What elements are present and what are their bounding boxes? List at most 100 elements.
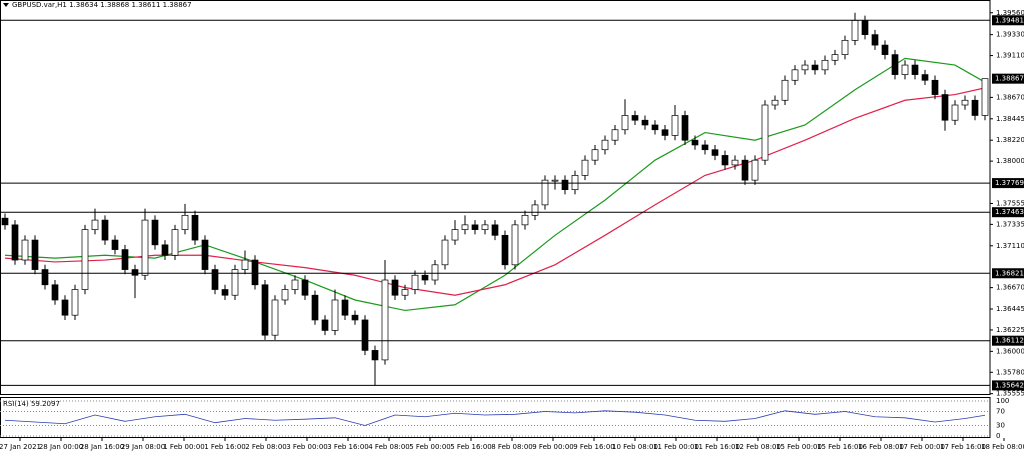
candle-body <box>101 219 109 241</box>
candle-body <box>741 159 749 181</box>
price-label: 1.38867 <box>995 75 1024 83</box>
y-tick-label: 1.38445 <box>996 115 1024 123</box>
y-tick-label: 1.39330 <box>996 31 1024 39</box>
y-tick-label: 1.37335 <box>996 220 1024 228</box>
y-tick-label: 1.38670 <box>996 93 1024 101</box>
candle-body <box>501 234 509 266</box>
candle-body <box>31 239 39 270</box>
x-tick-label: 11 Feb 00:00 <box>653 443 699 451</box>
candle-body <box>61 299 69 316</box>
candle-body <box>21 239 29 261</box>
candle-body <box>671 115 679 136</box>
candle-body <box>281 289 289 301</box>
candle-body <box>701 144 709 151</box>
candle-body <box>401 289 409 296</box>
candle-body <box>441 239 449 266</box>
candle-body <box>111 239 119 250</box>
candle-body <box>761 104 769 161</box>
candle-body <box>191 214 199 241</box>
candle-body <box>831 54 839 61</box>
candle-body <box>391 279 399 296</box>
candle-body <box>151 219 159 246</box>
candle-body <box>581 159 589 176</box>
x-tick-label: 1 Feb 00:00 <box>163 443 204 451</box>
candle-body <box>251 259 259 286</box>
candle-body <box>451 229 459 241</box>
rsi-frame <box>0 397 991 438</box>
candle-body <box>861 20 869 35</box>
candle-body <box>781 79 789 101</box>
candle-body <box>241 259 249 270</box>
candle-body <box>131 269 139 276</box>
x-tick-label: 3 Feb 16:00 <box>327 443 368 451</box>
x-tick-label: 10 Feb 08:00 <box>612 443 658 451</box>
candle-body <box>771 99 779 106</box>
candle-body <box>91 219 99 230</box>
level-label-box <box>992 335 1024 346</box>
x-tick-label: 2 Feb 08:00 <box>245 443 286 451</box>
candle-body <box>271 299 279 336</box>
candle-body <box>331 299 339 331</box>
x-tick-label: 15 Feb 00:00 <box>776 443 822 451</box>
level-label: 1.36112 <box>995 337 1024 345</box>
level-label: 1.37769 <box>995 179 1024 187</box>
candle-body <box>981 78 989 116</box>
y-tick-label: 1.36000 <box>996 347 1024 355</box>
candle-body <box>411 274 419 290</box>
candle-body <box>171 229 179 256</box>
candle-body <box>971 99 979 116</box>
candle-body <box>341 299 349 316</box>
candle-body <box>531 204 539 216</box>
y-tick-label: 1.35780 <box>996 368 1024 376</box>
candle-body <box>871 34 879 46</box>
rsi-line <box>4 410 986 426</box>
candle-body <box>201 239 209 270</box>
candle-body <box>11 224 19 261</box>
candle-body <box>631 115 639 121</box>
x-tick-label: 16 Feb 08:00 <box>858 443 904 451</box>
candle-body <box>301 279 309 296</box>
candle-body <box>521 214 529 226</box>
y-tick-label: 1.35555 <box>996 390 1024 398</box>
y-tick-label: 1.36225 <box>996 326 1024 334</box>
candle-body <box>461 224 469 230</box>
candle-body <box>261 284 269 336</box>
candle-body <box>951 104 959 121</box>
candle-body <box>231 269 239 296</box>
candle-body <box>421 274 429 281</box>
candle-body <box>921 74 929 81</box>
x-tick-label: 8 Feb 08:00 <box>491 443 532 451</box>
candle-body <box>561 179 569 191</box>
x-tick-label: 9 Feb 16:00 <box>573 443 614 451</box>
x-tick-label: 5 Feb 16:00 <box>450 443 491 451</box>
x-tick-label: 12 Feb 08:00 <box>735 443 781 451</box>
candle-body <box>81 229 89 290</box>
x-tick-label: 27 Jan 2021 <box>0 443 41 451</box>
x-tick-label: 18 Feb 08:00 <box>981 443 1024 451</box>
candle-body <box>851 20 859 41</box>
candle-body <box>571 175 579 191</box>
candle-body <box>731 159 739 166</box>
level-label-box <box>992 268 1024 279</box>
x-tick-label: 3 Feb 00:00 <box>286 443 327 451</box>
x-tick-label: 28 Jan 00:00 <box>39 443 83 451</box>
candle-body <box>311 294 319 321</box>
candle-body <box>211 269 219 290</box>
candle-body <box>471 224 479 230</box>
y-tick-label: 1.39110 <box>996 52 1024 60</box>
level-label-box <box>992 207 1024 218</box>
candle-body <box>751 159 759 181</box>
menu-arrow[interactable] <box>3 3 9 7</box>
level-label: 1.35642 <box>995 381 1024 389</box>
candle-body <box>291 279 299 290</box>
candle-body <box>491 224 499 236</box>
candle-body <box>351 314 359 321</box>
candle-body <box>941 94 949 121</box>
candle-body <box>931 79 939 95</box>
candle-body <box>801 64 809 71</box>
y-tick-label: 1.38220 <box>996 136 1024 144</box>
rsi-title: RSI(14) 59.2097 <box>3 400 60 408</box>
x-tick-label: 4 Feb 08:00 <box>368 443 409 451</box>
y-tick-label: 1.36445 <box>996 305 1024 313</box>
